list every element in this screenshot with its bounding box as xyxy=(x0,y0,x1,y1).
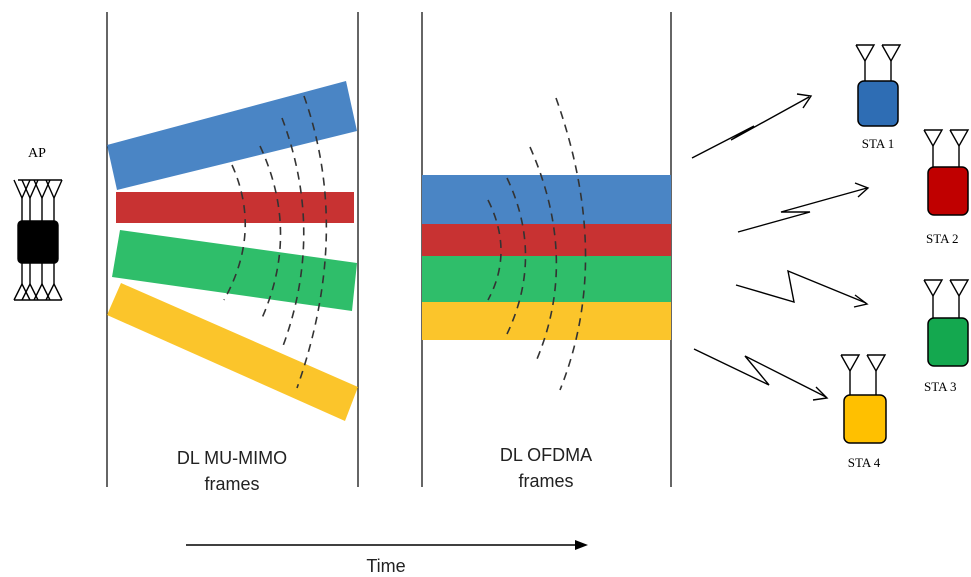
sta4-label: STA 4 xyxy=(848,455,881,470)
mumimo-wavefronts xyxy=(223,95,328,389)
time-label: Time xyxy=(366,556,405,576)
ofdma-band-yellow xyxy=(422,302,671,340)
sta2-label: STA 2 xyxy=(926,231,959,246)
ofdma-wavefronts xyxy=(487,97,587,391)
signal-arrows xyxy=(691,93,870,401)
mumimo-beam-yellow xyxy=(107,283,358,421)
sta1-label: STA 1 xyxy=(862,136,895,151)
mumimo-caption-line1: DL MU-MIMO xyxy=(177,448,287,468)
time-arrow xyxy=(186,540,588,550)
mumimo-beam-blue xyxy=(107,81,357,190)
sta2-antenna-icon xyxy=(923,129,970,167)
station-sta1: STA 1 xyxy=(855,44,902,151)
ap-body xyxy=(17,220,59,264)
mumimo-beam-red xyxy=(116,192,354,223)
sta1-device xyxy=(857,80,899,127)
station-sta3: STA 3 xyxy=(923,279,970,394)
sta2-device xyxy=(927,166,969,216)
sta1-antenna-icon xyxy=(855,44,902,81)
mumimo-caption-line2: frames xyxy=(204,474,259,494)
mumimo-beams xyxy=(107,81,358,421)
signal-arrow-sta2 xyxy=(737,182,870,233)
ofdma-band-blue xyxy=(422,175,671,225)
sta3-label: STA 3 xyxy=(924,379,957,394)
ofdma-bands xyxy=(422,175,671,340)
ofdma-caption-line2: frames xyxy=(518,471,573,491)
sta4-antenna-icon xyxy=(840,354,887,395)
ap-antenna-icon xyxy=(13,179,63,301)
ofdma-band-green xyxy=(422,256,671,302)
ofdma-caption-line1: DL OFDMA xyxy=(500,445,592,465)
mumimo-beam-green xyxy=(112,230,357,311)
signal-arrow-sta3 xyxy=(735,269,869,308)
signal-arrow-sta4 xyxy=(693,348,829,401)
sta3-device xyxy=(927,317,969,367)
ap-label: AP xyxy=(28,146,46,161)
station-sta4: STA 4 xyxy=(840,354,887,470)
sta3-antenna-icon xyxy=(923,279,970,318)
ofdma-band-red xyxy=(422,224,671,256)
signal-arrow-sta1 xyxy=(691,93,813,159)
sta4-device xyxy=(843,394,887,444)
station-sta2: STA 2 xyxy=(923,129,970,246)
